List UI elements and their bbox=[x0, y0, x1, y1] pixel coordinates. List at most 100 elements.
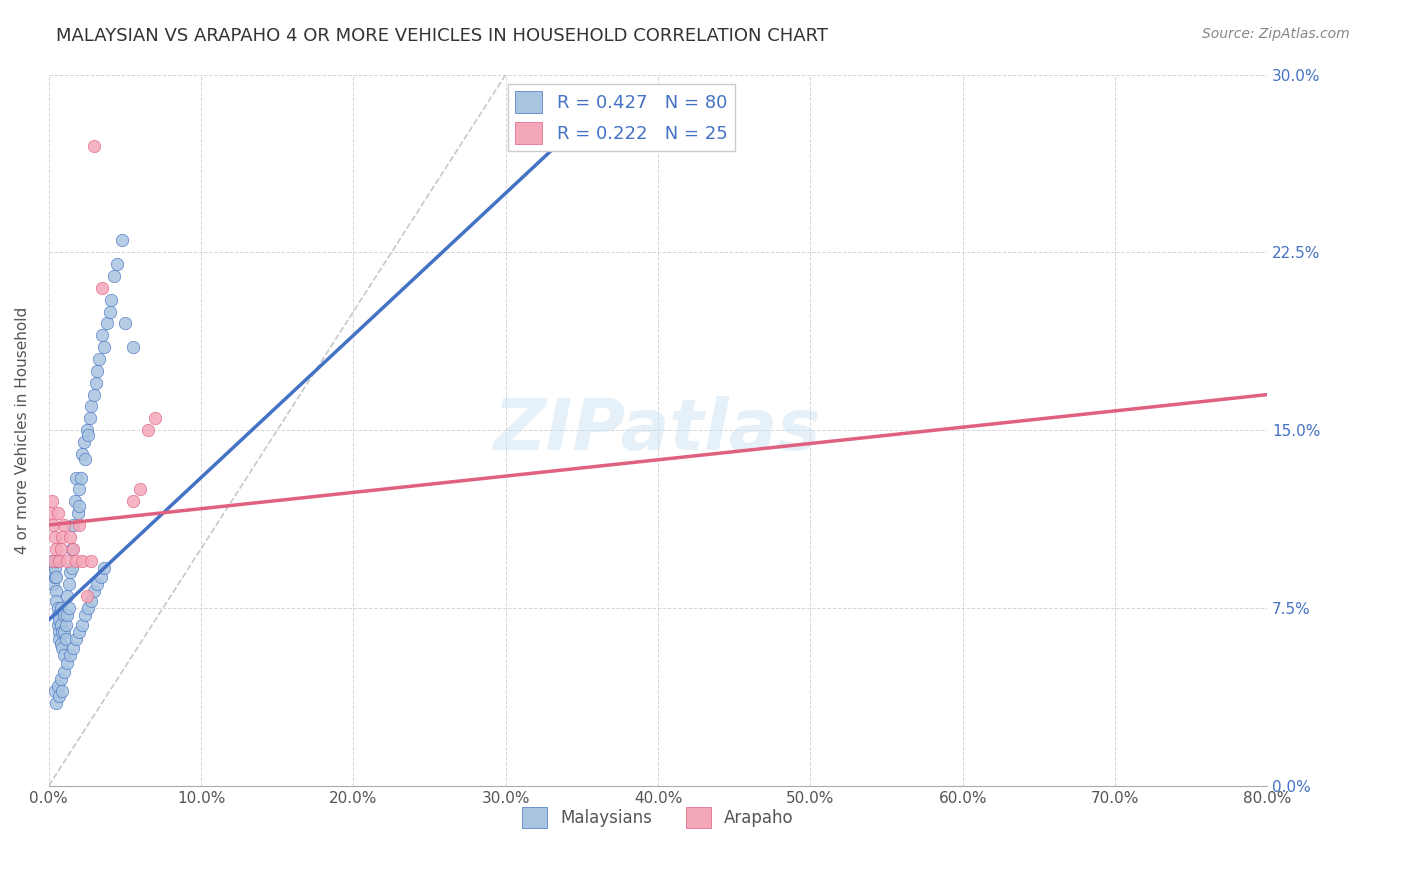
Point bbox=[58, 601, 80, 615]
Point bbox=[60, 560, 83, 574]
Point bbox=[42, 518, 65, 533]
Point bbox=[67, 518, 90, 533]
Point bbox=[55, 617, 77, 632]
Point bbox=[45, 570, 67, 584]
Point bbox=[80, 594, 103, 608]
Point bbox=[103, 268, 125, 283]
Point bbox=[42, 577, 65, 591]
Point bbox=[45, 594, 67, 608]
Point bbox=[145, 411, 167, 425]
Point bbox=[80, 400, 103, 414]
Point bbox=[62, 541, 84, 556]
Point bbox=[42, 553, 65, 567]
Point bbox=[83, 387, 105, 401]
Point bbox=[41, 553, 63, 567]
Point bbox=[51, 684, 73, 698]
Point bbox=[49, 541, 72, 556]
Point bbox=[121, 494, 143, 508]
Point bbox=[56, 553, 79, 567]
Point bbox=[39, 506, 62, 520]
Point bbox=[105, 257, 128, 271]
Point bbox=[86, 577, 108, 591]
Point bbox=[72, 553, 94, 567]
Point bbox=[46, 679, 69, 693]
Point bbox=[49, 672, 72, 686]
Point bbox=[69, 470, 91, 484]
Point bbox=[62, 641, 84, 656]
Point bbox=[49, 617, 72, 632]
Point bbox=[48, 632, 70, 646]
Point bbox=[84, 376, 107, 390]
Point bbox=[100, 293, 122, 307]
Point bbox=[77, 601, 100, 615]
Point bbox=[56, 589, 79, 603]
Point bbox=[121, 340, 143, 354]
Point bbox=[53, 665, 76, 679]
Text: MALAYSIAN VS ARAPAHO 4 OR MORE VEHICLES IN HOUSEHOLD CORRELATION CHART: MALAYSIAN VS ARAPAHO 4 OR MORE VEHICLES … bbox=[56, 27, 828, 45]
Point bbox=[51, 641, 73, 656]
Point bbox=[48, 689, 70, 703]
Point bbox=[45, 553, 67, 567]
Point bbox=[86, 364, 108, 378]
Point bbox=[51, 530, 73, 544]
Point bbox=[67, 483, 90, 497]
Point bbox=[45, 696, 67, 710]
Point bbox=[53, 518, 76, 533]
Point bbox=[91, 281, 114, 295]
Point bbox=[65, 553, 87, 567]
Point bbox=[48, 624, 70, 639]
Point bbox=[53, 624, 76, 639]
Text: Source: ZipAtlas.com: Source: ZipAtlas.com bbox=[1202, 27, 1350, 41]
Point bbox=[56, 656, 79, 670]
Point bbox=[96, 317, 118, 331]
Point bbox=[98, 304, 121, 318]
Point bbox=[45, 584, 67, 599]
Point bbox=[129, 483, 152, 497]
Point bbox=[49, 636, 72, 650]
Point bbox=[46, 608, 69, 623]
Point bbox=[136, 423, 159, 437]
Point bbox=[114, 317, 136, 331]
Legend: Malaysians, Arapaho: Malaysians, Arapaho bbox=[516, 801, 800, 834]
Point bbox=[59, 648, 82, 663]
Point bbox=[44, 560, 66, 574]
Point bbox=[80, 553, 103, 567]
Point bbox=[59, 566, 82, 580]
Point bbox=[67, 624, 90, 639]
Y-axis label: 4 or more Vehicles in Household: 4 or more Vehicles in Household bbox=[15, 307, 30, 554]
Point bbox=[76, 423, 98, 437]
Point bbox=[111, 234, 134, 248]
Point bbox=[67, 499, 90, 513]
Point bbox=[44, 570, 66, 584]
Point bbox=[46, 601, 69, 615]
Point bbox=[72, 447, 94, 461]
Point bbox=[58, 577, 80, 591]
Point bbox=[62, 518, 84, 533]
Point bbox=[77, 428, 100, 442]
Point bbox=[56, 608, 79, 623]
Point bbox=[79, 411, 101, 425]
Point bbox=[83, 584, 105, 599]
Point bbox=[46, 506, 69, 520]
Point bbox=[53, 648, 76, 663]
Point bbox=[63, 494, 86, 508]
Point bbox=[75, 608, 97, 623]
Point bbox=[60, 541, 83, 556]
Point bbox=[93, 340, 115, 354]
Point bbox=[41, 494, 63, 508]
Point bbox=[65, 632, 87, 646]
Point bbox=[59, 530, 82, 544]
Point bbox=[91, 328, 114, 343]
Point bbox=[48, 553, 70, 567]
Point bbox=[66, 506, 89, 520]
Point bbox=[93, 560, 115, 574]
Point bbox=[51, 624, 73, 639]
Point bbox=[87, 351, 110, 366]
Point bbox=[55, 632, 77, 646]
Point bbox=[73, 435, 96, 450]
Point bbox=[48, 613, 70, 627]
Point bbox=[49, 601, 72, 615]
Point bbox=[45, 541, 67, 556]
Point bbox=[90, 570, 112, 584]
Point bbox=[65, 470, 87, 484]
